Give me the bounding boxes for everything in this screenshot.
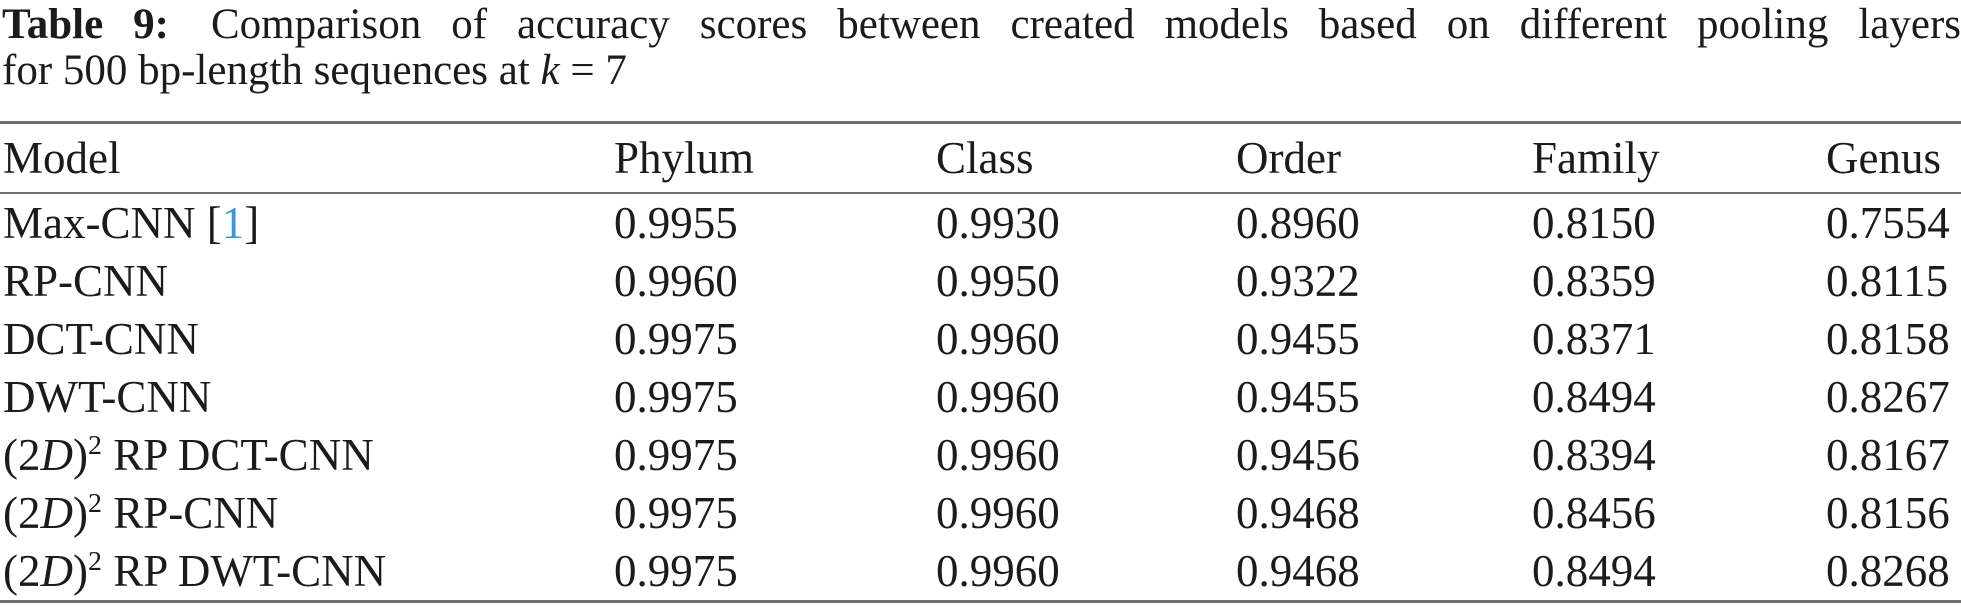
value-cell: 0.9975 [614,430,738,480]
value-cell: 0.8167 [1826,430,1950,480]
caption-line-1: Table 9: Comparison of accuracy scores b… [2,2,1961,48]
value-cell: 0.8494 [1532,372,1656,422]
value-cell: 0.8359 [1532,256,1656,306]
model-name-text: DWT-CNN [3,372,212,422]
citation-link[interactable]: 1 [221,198,245,248]
value-cell: 0.9455 [1236,314,1360,364]
value-cell: 0.7554 [1826,198,1950,248]
table-row: DWT-CNN 0.9975 0.9960 0.9455 0.8494 0.8267 [0,368,1961,426]
value-cell: 0.9960 [936,430,1060,480]
value-cell: 0.9960 [614,256,738,306]
model-name-text: ] [244,198,260,248]
value-cell: 0.8960 [1236,198,1360,248]
value-cell: 0.8494 [1532,546,1656,596]
model-name-text: (2 [3,430,41,480]
value-cell: 0.9955 [614,198,738,248]
value-cell: 0.9455 [1236,372,1360,422]
value-cell: 0.9960 [936,546,1060,596]
value-cell: 0.9960 [936,488,1060,538]
model-name-text: RP DWT-CNN [101,546,387,596]
caption-text-3: = 7 [559,47,627,94]
table-body: Max-CNN [1] 0.9955 0.9930 0.8960 0.8150 0.755… [0,193,1961,602]
model-name-italic: D [40,430,74,480]
table-row: Max-CNN [1] 0.9955 0.9930 0.8960 0.8150 0.755… [0,193,1961,252]
value-cell: 0.8150 [1532,198,1656,248]
model-name-text: RP-CNN [3,256,169,306]
model-cell: Max-CNN [1] [0,193,614,252]
model-cell: RP-CNN [0,252,614,310]
model-name-superscript: 2 [88,488,102,519]
value-cell: 0.8371 [1532,314,1656,364]
column-header-genus: Genus [1826,122,1961,194]
model-name-italic: D [40,546,74,596]
model-name-text: RP DCT-CNN [101,430,374,480]
value-cell: 0.8158 [1826,314,1950,364]
model-name-text: DCT-CNN [3,314,199,364]
value-cell: 0.9930 [936,198,1060,248]
value-cell: 0.9960 [936,314,1060,364]
model-cell: DCT-CNN [0,310,614,368]
model-name-superscript: 2 [88,546,102,577]
table-row: (2D)2 RP-CNN 0.9975 0.9960 0.9468 0.8456 0.81… [0,484,1961,542]
value-cell: 0.9468 [1236,488,1360,538]
value-cell: 0.8267 [1826,372,1950,422]
model-cell: (2D)2 RP DWT-CNN [0,542,614,602]
caption-text: Comparison of accuracy scores between cr… [211,1,1961,48]
model-name-text: ) [73,546,88,596]
model-name-text: ) [73,430,88,480]
table-row: RP-CNN 0.9960 0.9950 0.9322 0.8359 0.8115 [0,252,1961,310]
results-table: Model Phylum Class Order Family Genus Max-CNN… [0,121,1961,603]
caption-k-variable: k [540,47,560,94]
column-header-family: Family [1532,122,1826,194]
model-name-text: ) [73,488,88,538]
value-cell: 0.8156 [1826,488,1950,538]
value-cell: 0.9975 [614,546,738,596]
model-name-italic: D [40,488,74,538]
value-cell: 0.8268 [1826,546,1950,596]
value-cell: 0.9960 [936,372,1060,422]
table-caption: Table 9: Comparison of accuracy scores b… [0,0,1961,94]
value-cell: 0.9456 [1236,430,1360,480]
value-cell: 0.9322 [1236,256,1360,306]
value-cell: 0.9950 [936,256,1060,306]
column-header-order: Order [1236,122,1532,194]
table-row: (2D)2 RP DWT-CNN 0.9975 0.9960 0.9468 0.8494… [0,542,1961,602]
model-name-text: RP-CNN [101,488,279,538]
value-cell: 0.8115 [1826,256,1949,306]
table-row: DCT-CNN 0.9975 0.9960 0.9455 0.8371 0.8158 [0,310,1961,368]
caption-text-2: for 500 bp-length sequences at [2,47,541,94]
model-name-superscript: 2 [88,430,102,461]
model-name-text: (2 [3,488,41,538]
model-name-text: Max-CNN [ [3,198,222,248]
value-cell: 0.9975 [614,314,738,364]
value-cell: 0.8456 [1532,488,1656,538]
caption-line-2: for 500 bp-length sequences at k = 7 [2,48,1961,94]
model-name-text: (2 [3,546,41,596]
table-number-label: Table 9: [2,1,169,48]
value-cell: 0.9468 [1236,546,1360,596]
model-cell: DWT-CNN [0,368,614,426]
column-header-model: Model [0,122,614,194]
column-header-phylum: Phylum [614,122,936,194]
value-cell: 0.8394 [1532,430,1656,480]
value-cell: 0.9975 [614,372,738,422]
table-header-row: Model Phylum Class Order Family Genus [0,122,1961,194]
table-row: (2D)2 RP DCT-CNN 0.9975 0.9960 0.9456 0.8394… [0,426,1961,484]
value-cell: 0.9975 [614,488,738,538]
column-header-class: Class [936,122,1236,194]
model-cell: (2D)2 RP DCT-CNN [0,426,614,484]
model-cell: (2D)2 RP-CNN [0,484,614,542]
